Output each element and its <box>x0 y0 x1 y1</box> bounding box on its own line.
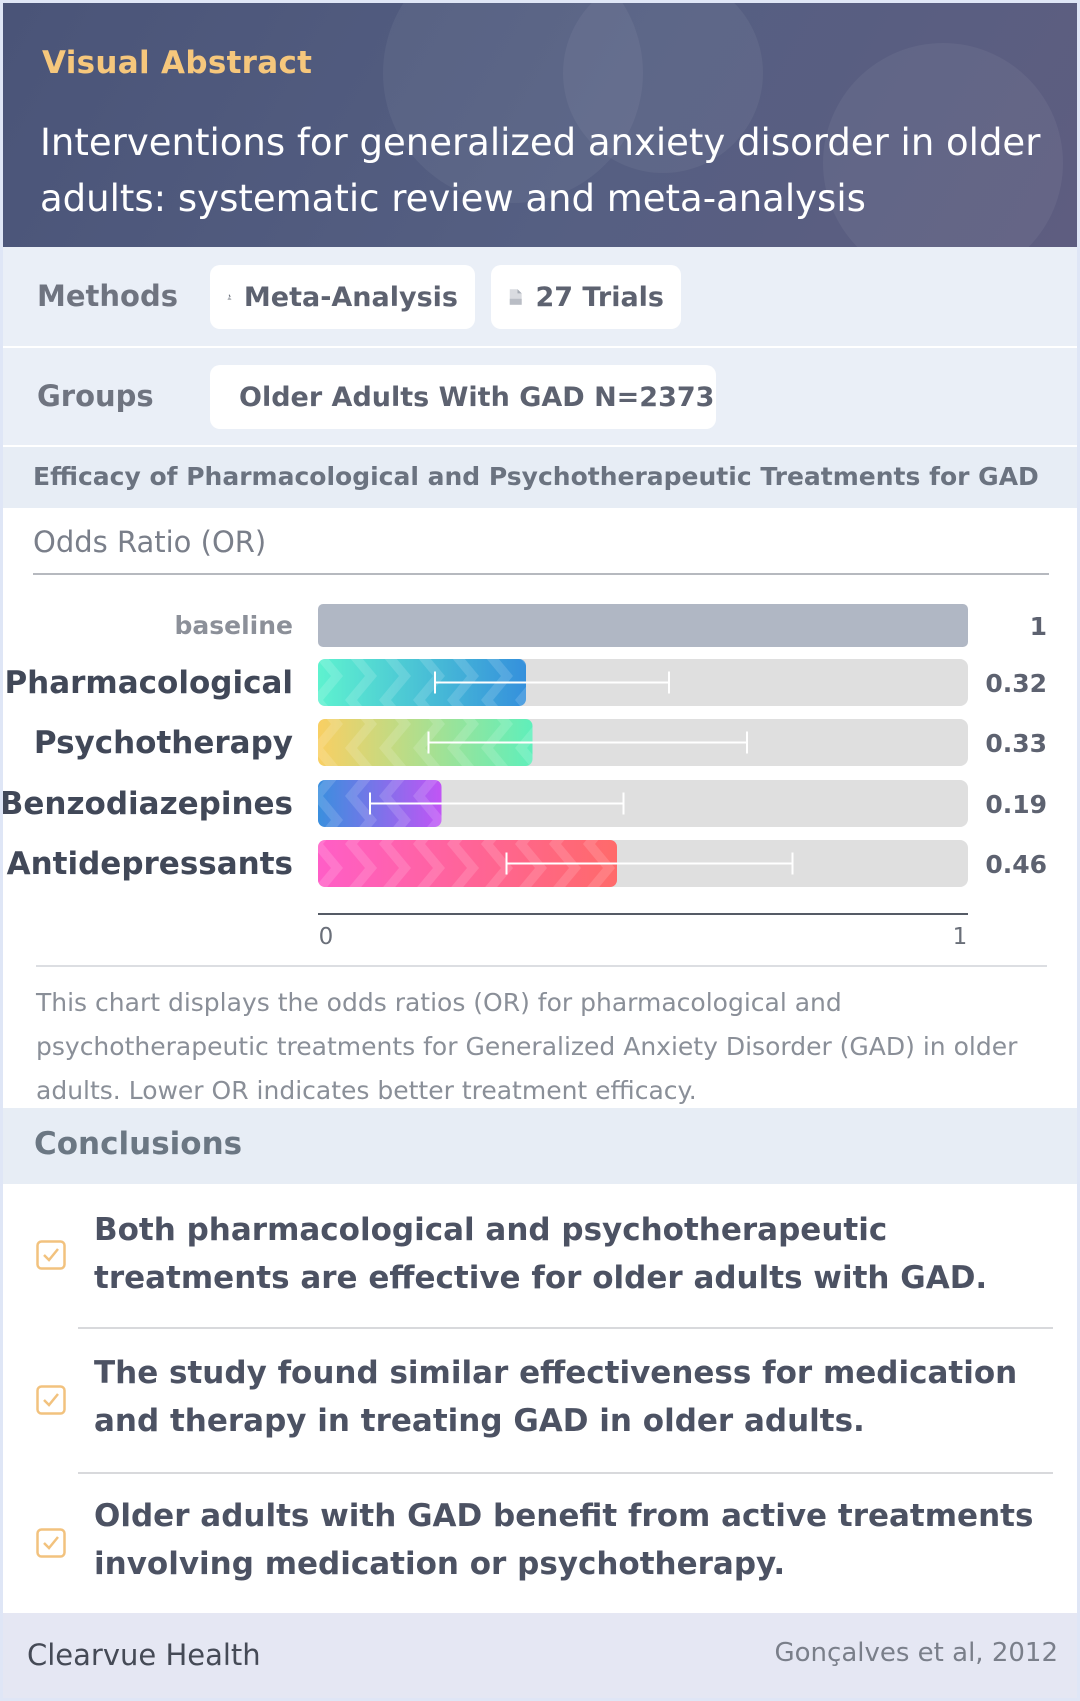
citation: Gonçalves et al, 2012 <box>774 1638 1059 1668</box>
x-tick-label: 0 <box>319 924 334 950</box>
checkbox-icon <box>36 1528 66 1558</box>
method-pill-text: 27 Trials <box>535 281 664 313</box>
footer: Clearvue Health Gonçalves et al, 2012 <box>3 1613 1077 1698</box>
brand-name: Clearvue Health <box>27 1638 261 1672</box>
eyebrow-label: Visual Abstract <box>42 45 313 81</box>
document-icon <box>509 289 522 305</box>
conclusion-divider <box>78 1327 1053 1329</box>
checkbox-icon <box>36 1240 66 1270</box>
x-tick-label: 1 <box>953 924 968 950</box>
conclusion-text: Both pharmacological and psychotherapeut… <box>94 1212 988 1296</box>
metric-underline <box>33 573 1049 575</box>
methods-row: Methods Meta-Analysis 27 Trials <box>3 247 1077 346</box>
groups-row: Groups Older Adults With GAD N=2373 <box>3 348 1077 445</box>
bar-texture <box>318 840 617 887</box>
header-banner: Visual Abstract Interventions for genera… <box>3 3 1077 247</box>
conclusion-item: Both pharmacological and psychotherapeut… <box>3 1184 1077 1328</box>
conclusion-text: The study found similar effectiveness fo… <box>94 1355 1018 1439</box>
group-pill: Older Adults With GAD N=2373 <box>210 365 716 429</box>
conclusion-text: Older adults with GAD benefit from activ… <box>94 1498 1034 1582</box>
row-divider <box>3 346 1077 348</box>
row-divider <box>3 445 1077 447</box>
chart-section-title: Efficacy of Pharmacological and Psychoth… <box>33 462 1039 491</box>
conclusion-divider <box>78 1472 1053 1474</box>
odds-ratio-chart: Odds Ratio (OR) baseline 1 Pharmacological… <box>3 508 1077 1108</box>
chart-metric-label: Odds Ratio (OR) <box>33 525 267 559</box>
visual-abstract-card: Visual Abstract Interventions for genera… <box>3 3 1077 1698</box>
chart-plot: baseline 1 Pharmacological 0.32 Psychotherap… <box>3 604 1047 950</box>
caption-divider <box>36 965 1047 967</box>
method-pill-meta-analysis: Meta-Analysis <box>210 265 475 329</box>
method-pill-text: Meta-Analysis <box>243 281 458 313</box>
value-label: 0.33 <box>985 729 1047 758</box>
category-label: Pharmacological <box>4 665 293 701</box>
conclusions-title: Conclusions <box>34 1126 243 1162</box>
chart-caption: This chart displays the odds ratios (OR)… <box>36 988 1018 1105</box>
bar-texture <box>318 659 526 706</box>
baseline-bar <box>318 604 968 647</box>
value-label: 0.19 <box>985 790 1047 819</box>
method-pill-trials: 27 Trials <box>491 265 681 329</box>
baseline-value-label: 1 <box>1030 612 1047 641</box>
category-label: Antidepressants <box>7 846 293 882</box>
group-pill-text: Older Adults With GAD N=2373 <box>239 381 715 413</box>
methods-label: Methods <box>37 279 178 313</box>
conclusion-item: Older adults with GAD benefit from activ… <box>3 1474 1077 1613</box>
category-label: Benzodiazepines <box>3 786 293 822</box>
groups-label: Groups <box>37 379 154 413</box>
bar-track <box>318 780 968 827</box>
checkbox-icon <box>36 1385 66 1415</box>
value-label: 0.46 <box>985 850 1047 879</box>
baseline-label: baseline <box>175 611 294 640</box>
bar-texture <box>318 719 533 766</box>
conclusion-item: The study found similar effectiveness fo… <box>3 1329 1077 1472</box>
category-label: Psychotherapy <box>34 725 293 761</box>
chart-section-header: Efficacy of Pharmacological and Psychoth… <box>3 447 1077 508</box>
page-title: Interventions for generalized anxiety di… <box>40 121 1041 220</box>
value-label: 0.32 <box>985 669 1047 698</box>
microscope-icon <box>227 294 232 300</box>
conclusions-header: Conclusions <box>3 1108 1077 1184</box>
